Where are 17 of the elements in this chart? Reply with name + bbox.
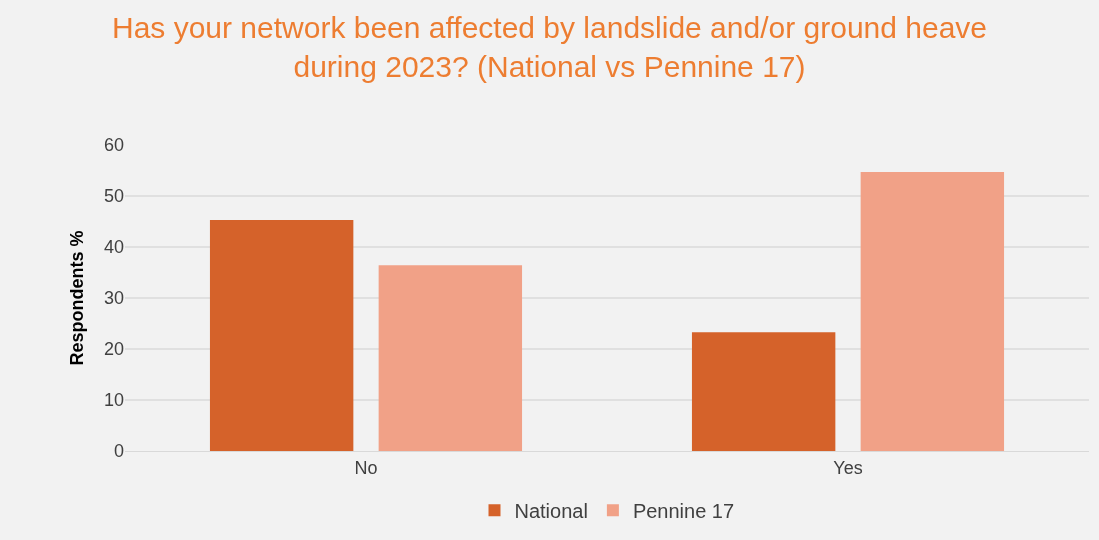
- y-tick-label: 10: [103, 390, 124, 411]
- bar: [378, 265, 523, 451]
- chart-title: Has your network been affected by landslide and/or ground heave during 2023? (National vs Pennine 17): [111, 10, 988, 83]
- bar: [691, 332, 836, 451]
- y-tick-label: 60: [103, 135, 124, 156]
- y-tick-label: 20: [103, 339, 124, 360]
- y-tick-label: 50: [103, 186, 124, 207]
- x-tick-label: No: [354, 457, 378, 478]
- y-axis-title: Respondents %: [67, 230, 88, 366]
- x-tick-label: Yes: [833, 457, 863, 478]
- bar: [860, 172, 1005, 451]
- legend-label: Pennine 17: [632, 500, 735, 523]
- y-tick-label: 30: [103, 288, 124, 309]
- legend-label: National: [514, 500, 588, 523]
- bar: [209, 219, 354, 451]
- y-tick-label: 40: [103, 237, 124, 258]
- y-tick-label: 0: [113, 441, 124, 462]
